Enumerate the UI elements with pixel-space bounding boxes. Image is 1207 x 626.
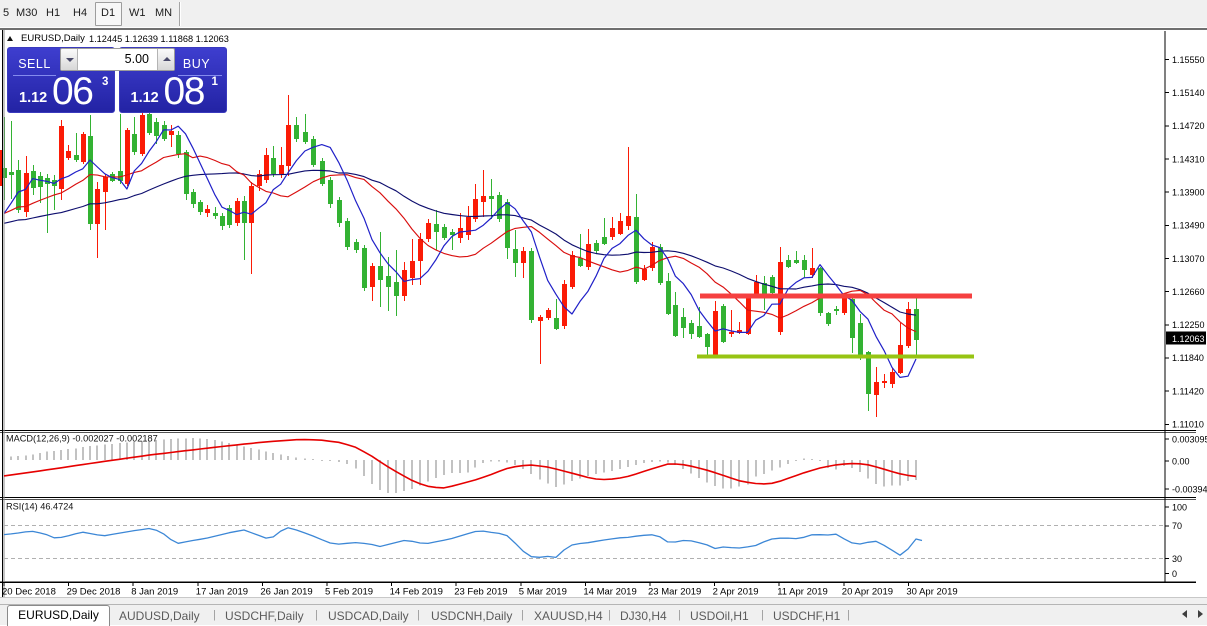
svg-text:1.11420: 1.11420	[1172, 386, 1204, 396]
svg-text:1.14720: 1.14720	[1172, 121, 1205, 131]
svg-text:1.14310: 1.14310	[1172, 154, 1205, 164]
svg-text:17 Jan 2019: 17 Jan 2019	[196, 587, 248, 598]
svg-text:1.13070: 1.13070	[1172, 254, 1205, 264]
svg-text:100: 100	[1172, 502, 1187, 512]
svg-text:1.12250: 1.12250	[1172, 320, 1205, 330]
svg-text:14 Feb 2019: 14 Feb 2019	[390, 587, 443, 598]
svg-text:8 Jan 2019: 8 Jan 2019	[131, 587, 178, 598]
svg-text:23 Mar 2019: 23 Mar 2019	[648, 587, 701, 598]
svg-text:1.11010: 1.11010	[1172, 420, 1204, 430]
svg-text:30: 30	[1172, 554, 1182, 564]
svg-text:1.11840: 1.11840	[1172, 353, 1204, 363]
svg-text:-0.003947: -0.003947	[1172, 484, 1207, 494]
svg-text:26 Jan 2019: 26 Jan 2019	[260, 587, 312, 598]
svg-text:1.15140: 1.15140	[1172, 88, 1205, 98]
svg-text:70: 70	[1172, 521, 1182, 531]
svg-text:20 Apr 2019: 20 Apr 2019	[842, 587, 893, 598]
svg-text:5 Mar 2019: 5 Mar 2019	[519, 587, 567, 598]
svg-text:1.13900: 1.13900	[1172, 187, 1205, 197]
svg-text:29 Dec 2018: 29 Dec 2018	[67, 587, 121, 598]
svg-text:1.12063: 1.12063	[1172, 334, 1205, 344]
svg-text:1.15550: 1.15550	[1172, 55, 1205, 65]
svg-text:30 Apr 2019: 30 Apr 2019	[906, 587, 957, 598]
svg-text:0.00: 0.00	[1172, 456, 1190, 466]
svg-text:2 Apr 2019: 2 Apr 2019	[713, 587, 759, 598]
svg-text:14 Mar 2019: 14 Mar 2019	[583, 587, 636, 598]
svg-text:0.003095: 0.003095	[1172, 434, 1207, 444]
svg-text:20 Dec 2018: 20 Dec 2018	[2, 587, 56, 598]
svg-text:1.12660: 1.12660	[1172, 287, 1205, 297]
svg-text:MACD(12,26,9) -0.002027 -0.002: MACD(12,26,9) -0.002027 -0.002187	[6, 434, 158, 444]
svg-text:1.13490: 1.13490	[1172, 221, 1205, 231]
svg-text:0: 0	[1172, 569, 1177, 579]
svg-text:RSI(14) 46.4724: RSI(14) 46.4724	[6, 502, 73, 512]
svg-text:5 Feb 2019: 5 Feb 2019	[325, 587, 373, 598]
svg-text:11 Apr 2019: 11 Apr 2019	[777, 587, 828, 598]
svg-text:23 Feb 2019: 23 Feb 2019	[454, 587, 507, 598]
